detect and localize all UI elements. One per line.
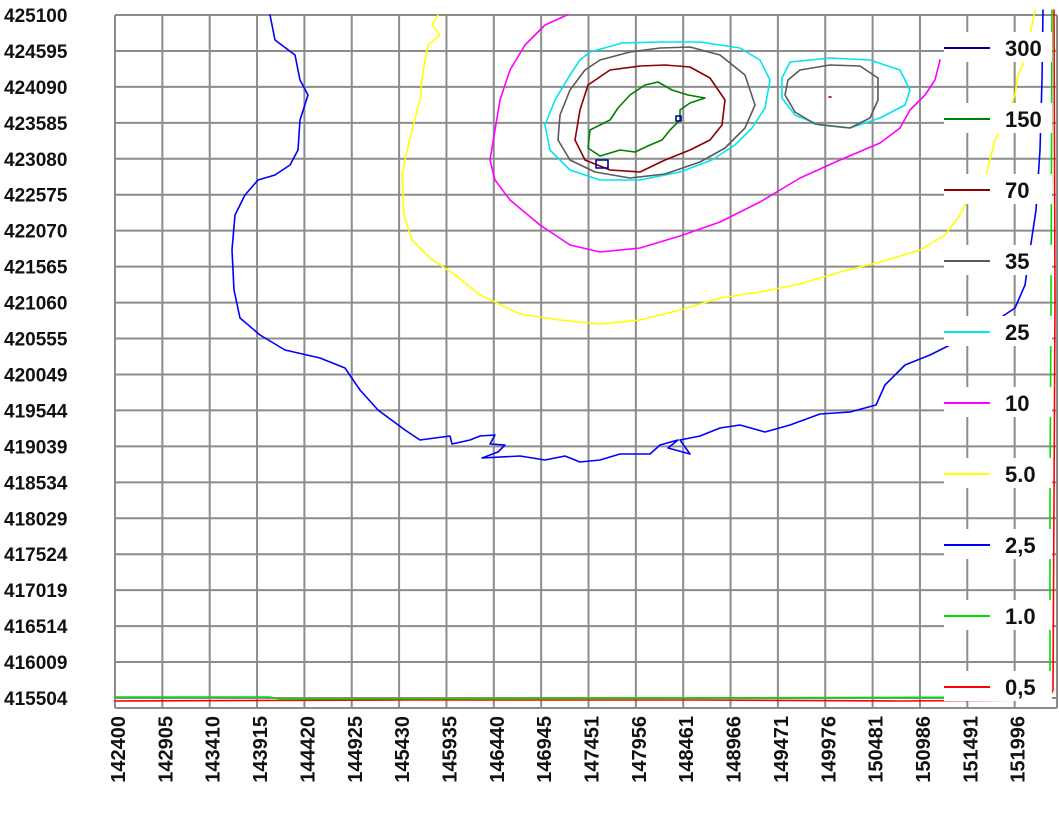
- x-tick-label: 144925: [345, 716, 367, 783]
- y-tick-label: 425100: [4, 6, 67, 27]
- y-tick-label: 419039: [4, 437, 67, 458]
- y-tick-label: 422070: [4, 222, 67, 243]
- contour-35-right: [784, 64, 879, 129]
- x-tick-label: 142400: [108, 716, 130, 783]
- x-tick-label: 149976: [818, 716, 840, 783]
- y-tick-label: 422575: [4, 186, 68, 207]
- x-tick-label: 150986: [913, 716, 935, 783]
- legend-label: 0,5: [1005, 675, 1036, 700]
- x-tick-label: 149471: [771, 716, 793, 783]
- contour-25-right: [781, 57, 911, 129]
- x-tick-label: 146945: [534, 716, 556, 783]
- y-tick-label: 424090: [4, 78, 67, 99]
- y-tick-label: 417524: [4, 545, 68, 566]
- x-tick-label: 147956: [629, 716, 651, 783]
- contour-300-b: [675, 115, 682, 122]
- legend-label: 70: [1005, 178, 1029, 203]
- contour-10: [489, 14, 941, 253]
- y-tick-label: 421060: [4, 294, 67, 315]
- y-tick-label: 416514: [4, 617, 68, 638]
- y-tick-label: 420049: [4, 365, 67, 386]
- y-tick-labels: 425100 424595 424090 423585 423080 422575 4220…: [4, 6, 68, 710]
- y-tick-label: 418534: [4, 473, 68, 494]
- x-tick-label: 148461: [676, 716, 698, 783]
- x-tick-label: 151491: [960, 716, 982, 783]
- x-tick-label: 147451: [582, 716, 604, 783]
- y-tick-label: 424595: [4, 42, 68, 63]
- contour-300-a: [595, 159, 609, 169]
- legend-label: 300: [1005, 36, 1042, 61]
- contour-35-main: [557, 46, 756, 179]
- x-tick-label: 143915: [250, 716, 272, 783]
- y-tick-label: 415504: [4, 689, 68, 710]
- contour-0-5: [114, 9, 1056, 702]
- y-tick-label: 419544: [4, 401, 68, 422]
- legend-label: 35: [1005, 249, 1029, 274]
- contour-2-5: [231, 9, 1044, 463]
- legend-label: 5.0: [1005, 462, 1036, 487]
- y-tick-label: 417019: [4, 581, 67, 602]
- legend-label: 10: [1005, 391, 1029, 416]
- x-tick-labels: 142400 142905 143410 143915 144420 144925 1454…: [108, 716, 1030, 783]
- y-tick-label: 423080: [4, 150, 67, 171]
- grid-lines: [114, 14, 1058, 709]
- x-tick-label: 144420: [297, 716, 319, 783]
- contour-150: [587, 81, 706, 157]
- contour-25-main: [544, 41, 771, 181]
- x-tick-label: 146440: [487, 716, 509, 783]
- contour-1-0: [114, 9, 1053, 700]
- y-tick-label: 423585: [4, 114, 68, 135]
- contour-70: [574, 64, 726, 173]
- x-tick-label: 145935: [439, 716, 461, 783]
- x-tick-label: 143410: [203, 716, 225, 783]
- x-tick-label: 145430: [392, 716, 414, 783]
- contour-lines: [114, 9, 1056, 702]
- y-tick-label: 420555: [4, 330, 68, 351]
- y-tick-label: 416009: [4, 653, 67, 674]
- legend-label: 150: [1005, 107, 1042, 132]
- legend-label: 25: [1005, 320, 1029, 345]
- x-tick-label: 151996: [1008, 716, 1030, 783]
- x-tick-label: 142905: [155, 716, 177, 783]
- x-tick-label: 148966: [724, 716, 746, 783]
- legend-label: 2,5: [1005, 533, 1036, 558]
- legend-label: 1.0: [1005, 604, 1036, 629]
- x-tick-label: 150481: [866, 716, 888, 783]
- contour-5-0: [401, 9, 1036, 325]
- y-tick-label: 418029: [4, 509, 67, 530]
- y-tick-label: 421565: [4, 258, 68, 279]
- legend: 300 150 70 35 25 10 5.0 2,5 1.0 0,5: [944, 32, 1052, 701]
